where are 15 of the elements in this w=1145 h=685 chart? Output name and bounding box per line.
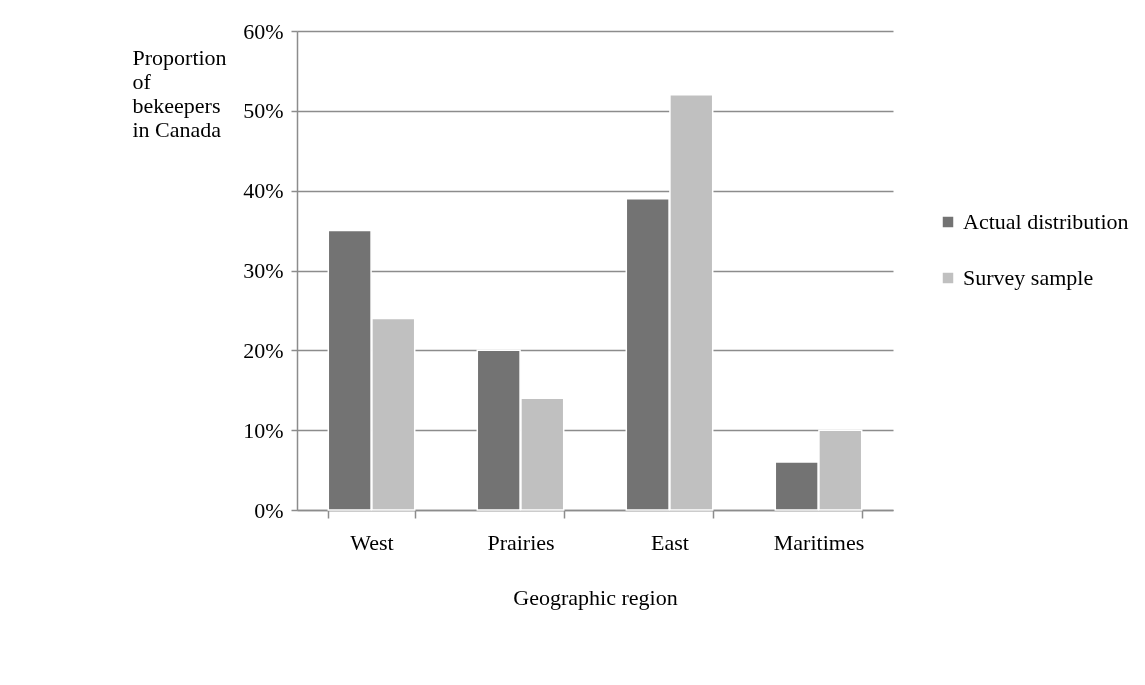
x-tick-label: Maritimes xyxy=(773,529,865,555)
y-axis-title: Proportion of bekeepers in Canada xyxy=(132,44,227,142)
y-tick-label: 50% xyxy=(243,98,284,124)
y-tick-label: 20% xyxy=(243,337,284,363)
y-tick-label: 10% xyxy=(243,417,284,443)
x-tick-label: East xyxy=(651,529,689,555)
x-axis-title: Geographic region xyxy=(513,584,678,610)
x-tick-label: West xyxy=(350,529,394,555)
y-tick-label: 60% xyxy=(243,18,284,44)
y-tick-label: 30% xyxy=(243,258,284,283)
y-tick-label: 0% xyxy=(254,497,284,523)
x-tick-label: Prairies xyxy=(487,529,555,555)
y-tick-label: 40% xyxy=(243,178,284,204)
legend-label: Actual distribution xyxy=(963,209,1129,234)
legend-label: Survey sample xyxy=(963,265,1094,290)
